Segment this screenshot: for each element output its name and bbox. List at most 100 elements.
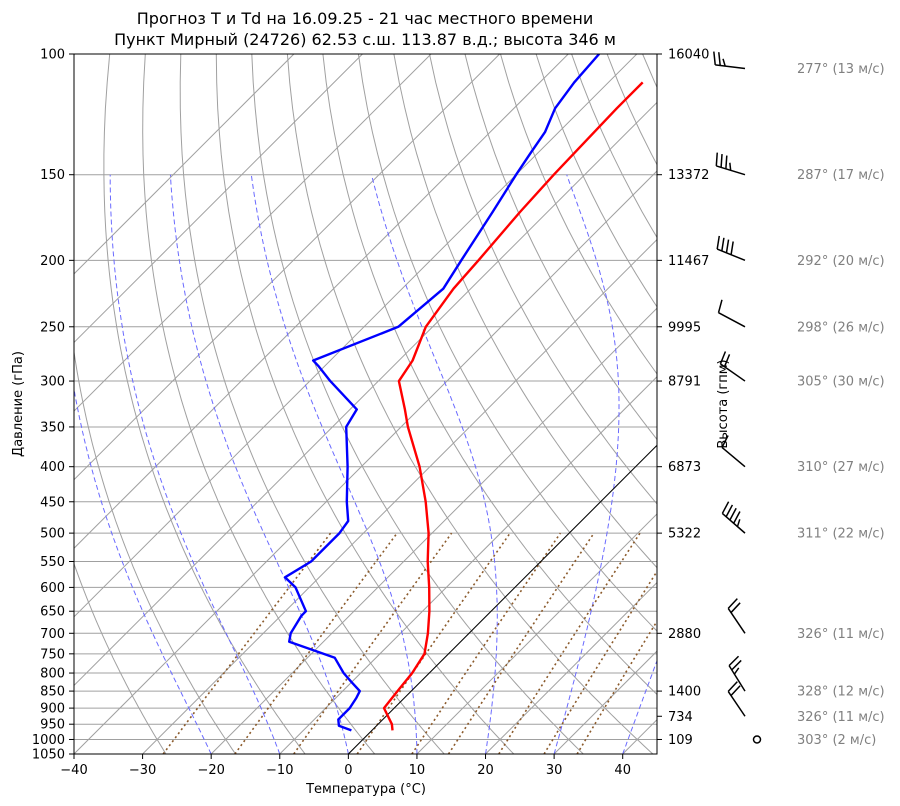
dry-adiabat — [678, 54, 900, 754]
pressure-tick-label: 800 — [40, 667, 65, 682]
dry-adiabat — [820, 54, 900, 754]
wind-barb-staff — [718, 312, 746, 328]
wind-barb-feather — [716, 235, 721, 250]
dry-adiabat — [357, 54, 657, 632]
wind-barb-feather — [717, 299, 723, 313]
isotherm — [485, 581, 657, 754]
x-tick-label: −30 — [129, 763, 156, 778]
dry-adiabat — [74, 562, 167, 754]
wind-label: 311° (22 м/с) — [797, 527, 885, 542]
pressure-tick-label: 850 — [40, 685, 65, 700]
x-axis: −40 −30 −20 −10 0 10 20 30 40 — [60, 754, 631, 778]
wind-barb — [727, 681, 746, 717]
chart-title: Прогноз T и Td на 16.09.25 - 21 час мест… — [137, 9, 593, 28]
isotherm — [416, 513, 657, 754]
wind-label: 303° (2 м/с) — [797, 733, 876, 748]
pressure-tick-label: 1000 — [32, 733, 65, 748]
wind-barb-feather — [733, 511, 741, 524]
wind-barb — [719, 351, 746, 382]
dry-adiabat — [785, 54, 900, 754]
dry-adiabat — [215, 54, 515, 754]
wind-barb-feather — [721, 501, 730, 514]
dry-adiabat — [142, 54, 376, 754]
wind-label: 310° (27 м/с) — [797, 460, 885, 475]
wind-barb-feather — [727, 598, 738, 609]
height-tick-label: 734 — [668, 710, 693, 725]
wind-barb-feather — [725, 155, 728, 169]
moist-adiabat — [622, 659, 657, 754]
dry-adiabat — [322, 54, 657, 696]
pressure-tick-label: 300 — [40, 375, 65, 390]
wind-barb-feather — [720, 154, 723, 168]
chart-subtitle: Пункт Мирный (24726) 62.53 с.ш. 113.87 в… — [114, 30, 616, 49]
mixing-ratio-line — [447, 532, 595, 754]
wind-barb — [716, 235, 746, 262]
temperature-line — [382, 81, 644, 731]
dry-adiabat — [429, 54, 657, 505]
height-tick-label: 5322 — [668, 527, 701, 542]
zero-isotherm — [347, 444, 657, 754]
x-tick-label: −10 — [266, 763, 293, 778]
height-tick-label: 109 — [668, 733, 693, 748]
mixing-ratio-line — [356, 532, 511, 754]
pressure-tick-label: 750 — [40, 647, 65, 662]
height-tick-label: 9995 — [668, 320, 701, 335]
mixing-ratio-line — [498, 532, 641, 754]
wind-barb-feather — [728, 655, 740, 667]
isotherm — [74, 101, 657, 687]
pressure-tick-label: 100 — [40, 48, 65, 63]
wind-barb-feather — [730, 241, 734, 255]
dry-adiabat — [74, 54, 236, 754]
pressure-tick-label: 350 — [40, 420, 65, 435]
isotherm — [142, 238, 657, 754]
wind-barbs: 277° (13 м/с) 287° (17 м/с) 292° (20 м/с) 2… — [713, 51, 885, 748]
x-tick-label: 0 — [344, 763, 352, 778]
wind-barb-feather — [727, 681, 738, 692]
wind-barb-feather — [721, 435, 729, 448]
isotherm — [74, 54, 638, 618]
isotherm — [74, 54, 363, 344]
height-tick-label: 16040 — [668, 48, 709, 63]
height-tick-label: 2880 — [668, 627, 701, 642]
dry-adiabat — [103, 54, 306, 754]
wind-barb-feather — [721, 237, 725, 252]
dry-adiabat — [179, 54, 445, 754]
isotherm — [74, 54, 501, 481]
pressure-tick-label: 650 — [40, 605, 65, 620]
isotherm — [74, 54, 295, 275]
moist-adiabat — [553, 174, 620, 754]
pressure-tick-label: 600 — [40, 581, 65, 596]
x-axis-label: Температура (°C) — [305, 782, 426, 797]
moist-adiabat — [109, 174, 281, 754]
pressure-tick-label: 400 — [40, 460, 65, 475]
isotherm — [74, 170, 657, 754]
height-tick-label: 11467 — [668, 254, 709, 269]
y-axis-label: Давление (гПа) — [11, 351, 26, 457]
x-tick-label: 10 — [409, 763, 426, 778]
height-tick-label: 1400 — [668, 685, 701, 700]
wind-barb — [713, 51, 746, 70]
isotherm — [622, 718, 657, 754]
dry-adiabat — [500, 54, 657, 375]
wind-label: 305° (30 м/с) — [797, 375, 885, 390]
wind-barb-feather — [723, 354, 731, 367]
wind-label: 326° (11 м/с) — [797, 627, 885, 642]
wind-barb-feather — [729, 162, 732, 171]
dry-adiabat — [714, 54, 900, 754]
wind-label: 277° (13 м/с) — [797, 62, 885, 77]
pressure-tick-label: 150 — [40, 168, 65, 183]
mixing-ratio-line — [576, 619, 657, 754]
wind-barb-feather — [722, 58, 726, 67]
wind-barb-feather — [715, 152, 718, 166]
wind-label: 287° (17 м/с) — [797, 168, 885, 183]
dry-adiabat — [856, 54, 900, 754]
dewpoint-line — [283, 54, 601, 732]
mixing-ratio-line — [293, 532, 453, 754]
x-tick-label: 20 — [477, 763, 494, 778]
wind-barb — [717, 299, 746, 328]
grid-layer — [74, 54, 900, 754]
wind-barb-feather — [713, 51, 716, 65]
wind-barb — [727, 598, 746, 634]
height-axis: 16040 13372 11467 9995 8791 6873 5322 2880 1400 7… — [657, 48, 709, 748]
dry-adiabat — [749, 54, 900, 754]
